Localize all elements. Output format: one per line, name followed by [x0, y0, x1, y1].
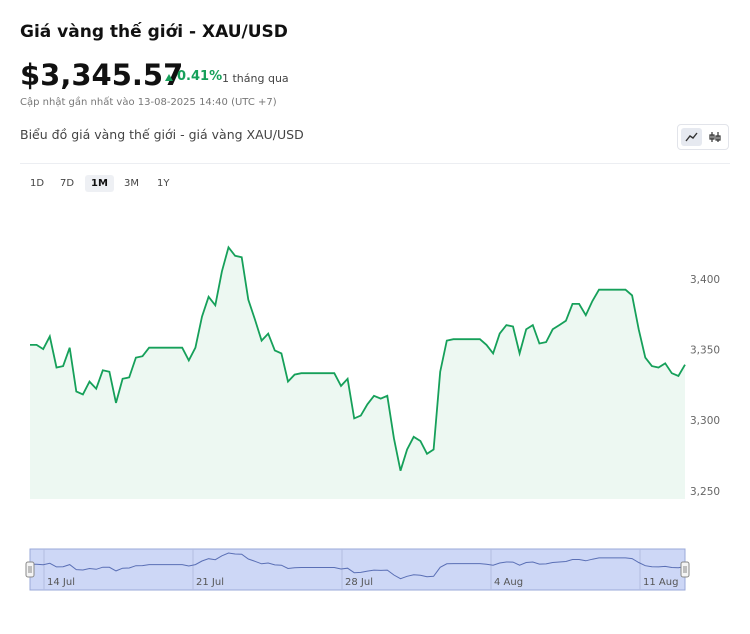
y-tick-label: 3,250	[690, 486, 720, 498]
navigator-label: 14 Jul	[47, 577, 75, 588]
handle-grip	[28, 566, 32, 573]
navigator-handle[interactable]	[680, 561, 690, 578]
chart-type-toggle[interactable]	[677, 124, 729, 150]
y-tick-label: 3,350	[690, 345, 720, 357]
navigator-label: 28 Jul	[345, 577, 373, 588]
range-button[interactable]: 1Y	[157, 178, 170, 189]
y-tick-label: 3,300	[690, 415, 720, 427]
separator	[20, 163, 730, 164]
toggle-icons	[681, 128, 721, 146]
range-button[interactable]: 1D	[30, 178, 45, 189]
price: $3,345.57	[20, 58, 184, 92]
change: 0.41%	[177, 69, 223, 84]
navigator-handle[interactable]	[25, 561, 35, 578]
navigator-label: 11 Aug	[643, 577, 678, 588]
range-button[interactable]: 1M	[85, 175, 114, 192]
period: 1 tháng qua	[222, 72, 289, 85]
y-tick-label: 3,400	[690, 274, 720, 286]
navigator-label: 4 Aug	[494, 577, 523, 588]
handle-grip	[683, 566, 687, 573]
up-arrow	[165, 74, 173, 81]
navigator-bg	[29, 548, 686, 591]
title: Giá vàng thế giới - XAU/USD	[20, 22, 288, 42]
price-line	[30, 245, 686, 471]
updated: Cập nhật gần nhất vào 13-08-2025 14:40 (…	[20, 97, 277, 108]
range-button[interactable]: 7D	[60, 178, 75, 189]
range-button[interactable]: 3M	[124, 178, 139, 189]
navigator-line	[30, 552, 686, 580]
chart-title: Biểu đồ giá vàng thế giới - giá vàng XAU…	[20, 127, 304, 142]
area	[30, 247, 685, 499]
navigator-label: 21 Jul	[196, 577, 224, 588]
